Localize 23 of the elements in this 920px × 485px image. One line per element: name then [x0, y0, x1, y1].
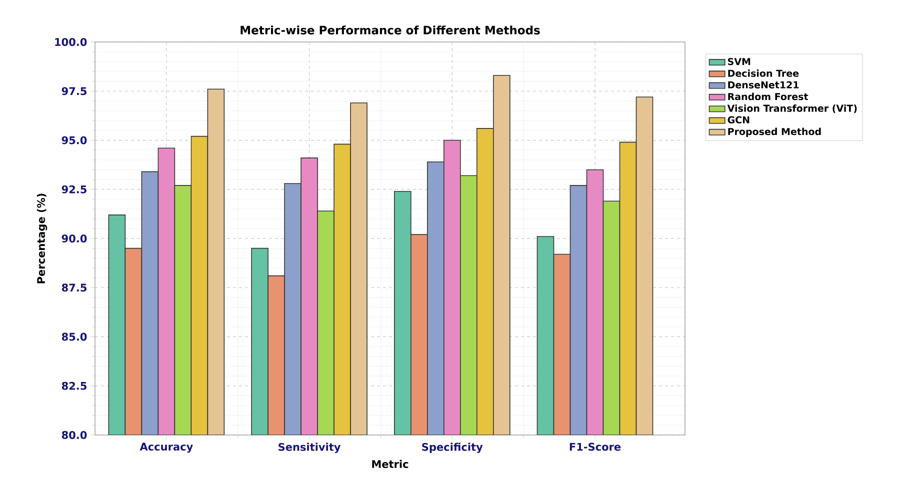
x-tick-label: Accuracy — [140, 442, 193, 453]
y-tick-label: 87.5 — [62, 284, 86, 292]
y-tick-label: 97.5 — [62, 87, 86, 96]
y-tick-label: 80.0 — [62, 431, 87, 439]
legend-label: Vision Transformer (ViT) — [727, 104, 857, 113]
x-tick-label: Sensitivity — [278, 442, 341, 454]
x-axis-title: Metric — [372, 460, 408, 468]
y-tick-label: 85.0 — [62, 332, 87, 341]
legend-label: Random Forest — [728, 92, 808, 100]
x-tick-label: F1-Score — [570, 442, 621, 451]
legend-label: GCN — [728, 116, 750, 124]
y-tick-label: 82.5 — [62, 382, 86, 390]
x-tick-label: Specificity — [422, 442, 483, 454]
y-axis-title: Percentage (%) — [36, 194, 48, 284]
legend-label: SVM — [728, 58, 750, 66]
legend-label: Proposed Method — [728, 128, 821, 137]
y-tick-label: 95.0 — [62, 136, 87, 144]
legend-label: Decision Tree — [728, 70, 799, 77]
legend-label: DenseNet121 — [728, 81, 799, 88]
chart-title: Metric-wise Performance of Different Methods — [240, 26, 540, 34]
y-tick-label: 100.0 — [55, 38, 87, 46]
y-tick-label: 90.0 — [62, 234, 87, 242]
y-tick-label: 92.5 — [62, 185, 86, 194]
